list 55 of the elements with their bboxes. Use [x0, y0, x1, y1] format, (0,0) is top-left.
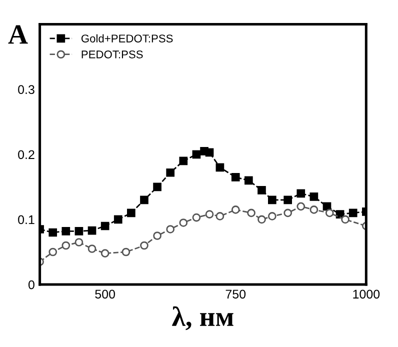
- point: [310, 206, 318, 214]
- point: [268, 212, 276, 220]
- point: [74, 227, 84, 236]
- point: [284, 208, 292, 218]
- point: [258, 215, 266, 224]
- point: [122, 248, 130, 256]
- point: [284, 196, 292, 204]
- point: [296, 202, 306, 211]
- x-axis-title: λ, нм: [172, 306, 234, 330]
- y-tick-label: 0.2: [18, 150, 34, 160]
- point: [341, 215, 350, 224]
- point: [205, 148, 214, 157]
- point: [258, 186, 266, 194]
- point: [62, 227, 70, 236]
- point: [179, 156, 188, 166]
- y-tick-label: 0.1: [18, 215, 34, 224]
- point: [153, 232, 162, 240]
- point: [231, 206, 240, 214]
- point: [205, 210, 214, 218]
- y-tick-label: 0.3: [18, 85, 34, 94]
- point: [216, 163, 224, 172]
- x-tick-label: 750: [226, 290, 246, 299]
- y-tick-label: 0: [28, 280, 34, 290]
- point: [88, 244, 96, 253]
- point: [100, 249, 110, 258]
- point: [166, 168, 175, 177]
- point: [192, 150, 201, 159]
- x-tick-label: 1000: [353, 290, 380, 299]
- point: [140, 241, 148, 250]
- point: [74, 238, 84, 246]
- point: [62, 241, 70, 250]
- point: [140, 196, 148, 204]
- point: [231, 173, 240, 182]
- point: [179, 218, 188, 227]
- point: [268, 196, 276, 204]
- point: [153, 182, 162, 192]
- point: [348, 208, 358, 218]
- legend-label: PEDOT:PSS: [82, 50, 143, 58]
- legend-label: Gold+PEDOT:PSS: [81, 34, 173, 42]
- point: [100, 222, 110, 230]
- chart-title: A: [8, 25, 28, 44]
- point: [192, 213, 201, 222]
- point: [296, 189, 306, 198]
- point: [216, 212, 224, 220]
- point: [127, 208, 136, 218]
- point: [88, 226, 96, 235]
- point: [48, 228, 58, 237]
- x-tick-label: 500: [95, 290, 116, 299]
- point: [247, 208, 256, 218]
- point: [166, 225, 175, 234]
- point: [325, 208, 334, 218]
- point: [310, 192, 318, 201]
- point: [114, 215, 122, 224]
- point: [48, 248, 58, 256]
- point: [244, 176, 253, 185]
